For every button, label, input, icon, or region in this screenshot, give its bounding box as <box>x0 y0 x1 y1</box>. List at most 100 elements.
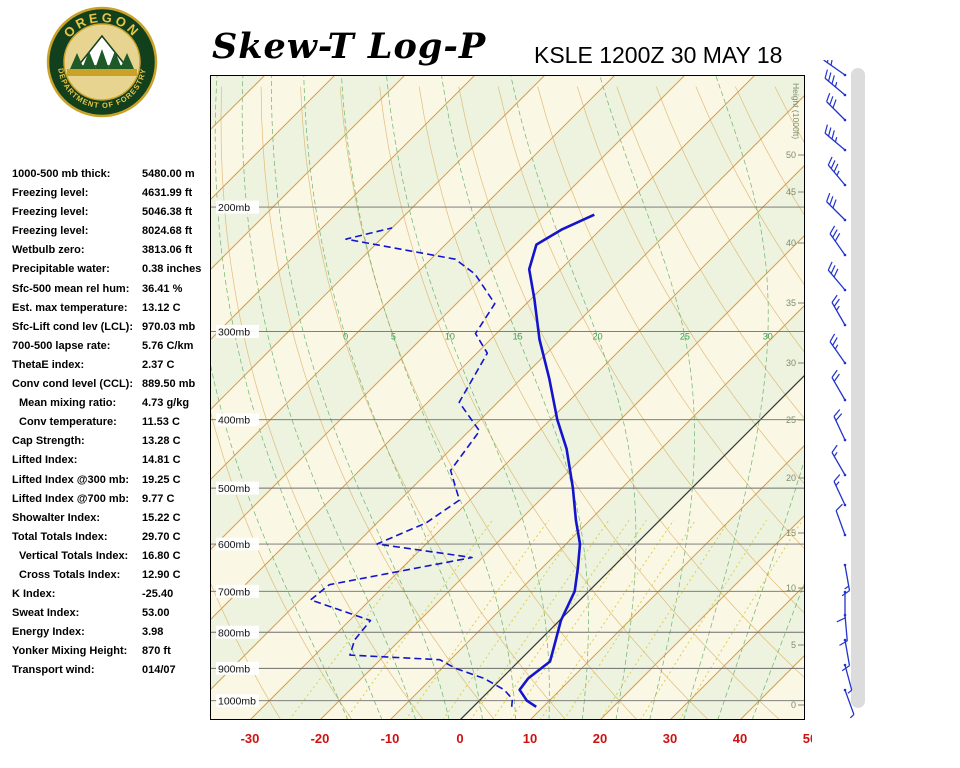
wind-barb <box>826 92 847 122</box>
isotherm <box>210 75 336 201</box>
height-label: 30 <box>786 358 796 368</box>
stat-value: 5480.00 m <box>142 168 195 180</box>
station-time-label: KSLE 1200Z 30 MAY 18 <box>534 42 783 68</box>
pressure-label: 400mb <box>218 415 250 427</box>
stat-row: Sfc-500 mean rel hum: 36.41 % <box>12 283 214 302</box>
scrollbar-track[interactable] <box>851 68 865 708</box>
stat-label: Conv cond level (CCL): <box>12 378 134 391</box>
dry-adiabat <box>616 86 805 420</box>
wind-barb <box>831 294 847 327</box>
stat-row: Lifted Index: 14.81 C <box>12 454 214 473</box>
wind-barb <box>829 225 847 257</box>
stat-row: Total Totals Index: 29.70 C <box>12 531 214 550</box>
wind-barb <box>823 60 847 77</box>
mixing-ratio-line <box>539 519 675 720</box>
pressure-label-bg <box>216 584 259 598</box>
wind-barb <box>833 409 847 442</box>
mixing-ratio-line <box>491 519 630 720</box>
temperature-trace <box>518 213 595 708</box>
stat-row: Cross Totals Index: 12.90 C <box>12 569 214 588</box>
height-label: 0 <box>791 700 796 710</box>
stat-label: Freezing level: <box>12 187 89 200</box>
mixing-ratio-line <box>469 519 610 720</box>
pressure-label-bg <box>216 625 259 639</box>
mixing-ratio-line <box>442 519 584 720</box>
wind-barbs-svg <box>823 60 855 719</box>
moist-adiabat-label: 10 <box>445 332 455 342</box>
isotherm <box>210 75 546 411</box>
moist-adiabat <box>386 75 550 720</box>
stat-row: Lifted Index @300 mb: 19.25 C <box>12 474 214 493</box>
isotherm <box>210 75 686 551</box>
wind-barb <box>827 261 847 292</box>
stat-value: 12.90 C <box>142 568 181 581</box>
dewpoint-trace <box>309 227 514 707</box>
logo-outer-ring <box>46 6 158 118</box>
x-axis-label: -30 <box>241 731 260 746</box>
x-axis-label: -20 <box>311 731 330 746</box>
moist-adiabat <box>717 457 805 720</box>
stat-row: Est. max temperature: 13.12 C <box>12 302 214 321</box>
mixing-ratio-line <box>510 519 647 720</box>
stat-label: Sfc-Lift cond lev (LCL): <box>12 320 133 333</box>
moist-adiabat <box>341 75 517 720</box>
stat-label: Cross Totals Index: <box>19 568 121 581</box>
stat-row: 1000-500 mb thick: 5480.00 m <box>12 168 214 187</box>
stat-row: Freezing level: 8024.68 ft <box>12 225 214 244</box>
stat-value: 36.41 % <box>142 282 183 295</box>
stat-value: 4.73 g/kg <box>142 397 190 410</box>
mixing-ratio-line <box>344 519 493 720</box>
wind-barb <box>824 124 847 152</box>
stat-label: Precipitable water: <box>12 263 110 276</box>
isotherm <box>249 164 805 720</box>
stat-row: Freezing level: 4631.99 ft <box>12 187 214 206</box>
stat-row: Wetbulb zero: 3813.06 ft <box>12 244 214 263</box>
height-label: 50 <box>786 150 796 160</box>
stat-row: Freezing level: 5046.38 ft <box>12 206 214 225</box>
stat-label: Freezing level: <box>12 206 89 219</box>
stat-value: 2.37 C <box>142 358 175 371</box>
stat-value: 13.28 C <box>142 435 181 448</box>
wind-barb <box>843 688 855 719</box>
x-axis-label: 30 <box>663 731 677 746</box>
stat-label: Lifted Index @700 mb: <box>12 492 130 505</box>
background-band <box>210 75 805 690</box>
wind-barb <box>827 156 847 187</box>
zero-isotherm <box>459 374 805 720</box>
stat-row: K Index: -25.40 <box>12 588 214 607</box>
moist-adiabat <box>441 75 589 720</box>
stat-label: Yonker Mixing Height: <box>12 645 128 658</box>
moist-adiabat <box>303 75 483 720</box>
moist-adiabat-label: 5 <box>391 332 396 342</box>
isotherm <box>210 75 616 481</box>
pressure-label-bg <box>216 413 259 427</box>
x-axis-label: 20 <box>593 731 607 746</box>
wind-barb <box>826 192 847 222</box>
stat-row: Cap Strength: 13.28 C <box>12 435 214 454</box>
wind-barb <box>831 369 847 402</box>
x-axis-label: 10 <box>523 731 537 746</box>
stat-value: 8024.68 ft <box>142 225 193 238</box>
stat-label: Cap Strength: <box>12 435 85 448</box>
height-label: 10 <box>786 583 796 593</box>
moist-adiabat <box>510 75 637 720</box>
stat-row: Conv temperature: 11.53 C <box>12 416 214 435</box>
stats-panel: 1000-500 mb thick: 5480.00 m Freezing leve… <box>12 168 214 684</box>
pressure-label-bg <box>216 661 259 675</box>
stat-label: Lifted Index @300 mb: <box>12 473 130 486</box>
stat-label: Lifted Index: <box>12 454 78 467</box>
mixing-ratio-line <box>405 519 550 720</box>
stat-value: 014/07 <box>142 664 176 677</box>
stat-value: 5046.38 ft <box>142 206 193 219</box>
background-band <box>210 95 805 720</box>
stat-value: 5.76 C/km <box>142 339 194 352</box>
wind-barb <box>843 663 853 694</box>
height-label: 40 <box>786 238 796 248</box>
moist-adiabat-label: 30 <box>763 332 773 342</box>
stat-label: Wetbulb zero: <box>12 244 85 257</box>
stat-value: 970.03 mb <box>142 320 196 333</box>
isotherm <box>210 75 476 341</box>
stat-value: 889.50 mb <box>142 378 196 391</box>
isotherm <box>210 94 805 691</box>
stat-value: 4631.99 ft <box>142 187 193 200</box>
